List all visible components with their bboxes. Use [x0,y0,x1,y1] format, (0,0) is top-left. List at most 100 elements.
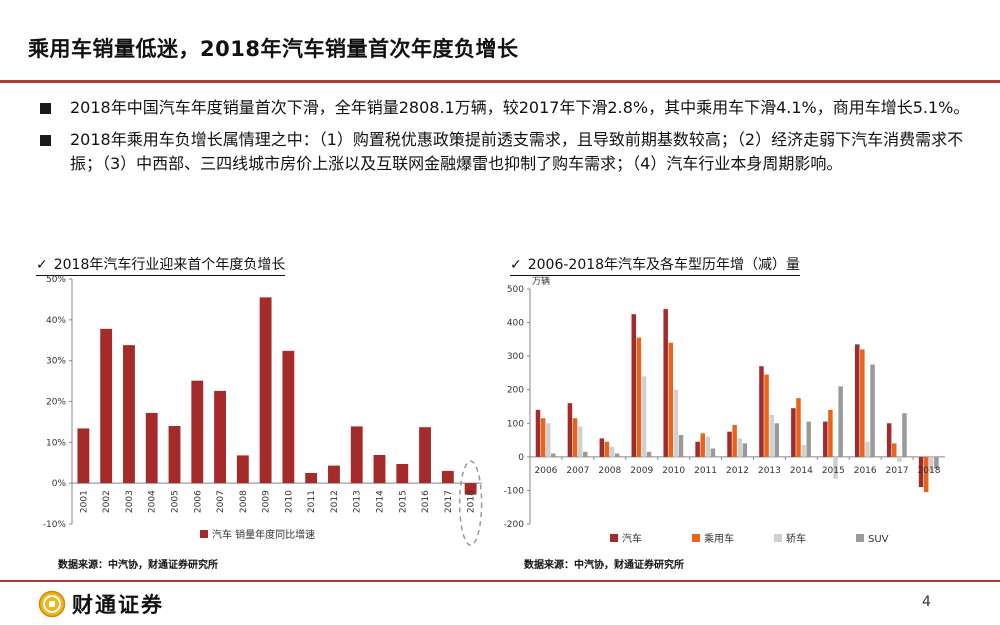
left-bar-2007 [214,390,226,484]
left-bar-2002 [100,328,113,484]
left-x-tick-label: 2009 [262,490,272,513]
right-legend-swatch [774,534,782,542]
right-bar-2014-SUV [806,421,811,457]
right-bar-2006-SUV [551,453,556,457]
check-icon: ✓ [510,257,522,273]
left-chart-title: ✓ 2018年汽车行业迎来首个年度负增长 [36,254,286,276]
right-x-tick-label: 2008 [598,466,621,476]
right-bar-2016-乘用车 [860,349,865,457]
right-bar-2014-汽车 [791,408,796,457]
right-bar-2015-轿车 [833,456,838,479]
right-bar-2013-乘用车 [764,374,769,457]
top-rule [0,80,1000,83]
right-bar-2007-SUV [582,451,588,457]
left-bar-2012 [328,465,340,484]
left-legend-label: 汽车 销量年度同比增速 [212,528,315,541]
right-bar-2016-SUV [870,364,875,457]
right-y-tick-label: 200 [507,386,524,396]
left-x-tick-label: 2018 [467,490,477,513]
right-x-tick-label: 2013 [758,466,781,476]
left-x-tick-label: 2008 [239,490,249,513]
right-source-note: 数据来源：中汽协，财通证券研究所 [524,560,684,571]
right-legend-label: SUV [868,534,889,545]
bullet-text: 2018年中国汽车年度销量首次下滑，全年销量2808.1万辆，较2017年下滑2… [70,98,970,117]
bullet-list: 2018年中国汽车年度销量首次下滑，全年销量2808.1万辆，较2017年下滑2… [40,96,970,184]
left-bar-2010 [282,350,295,484]
right-bar-2017-乘用车 [892,443,897,457]
left-bar-2008 [236,455,249,484]
left-x-tick-label: 2014 [376,490,386,513]
right-x-tick-label: 2010 [662,466,685,476]
right-bar-2012-乘用车 [732,424,737,457]
right-bar-2014-轿车 [801,445,806,457]
right-bar-2007-汽车 [567,403,573,457]
right-x-tick-label: 2016 [854,466,877,476]
left-x-tick-label: 2001 [79,490,89,513]
left-source-note: 数据来源：中汽协，财通证券研究所 [58,560,218,571]
highlight-2018-ellipse [458,460,483,546]
left-bar-2018 [464,483,477,495]
right-bar-2016-轿车 [865,441,870,457]
right-unit-label: 万辆 [532,275,550,287]
left-x-tick-label: 2002 [102,490,112,513]
square-bullet-icon [40,103,51,114]
left-bar-2004 [145,412,158,484]
left-bar-2003 [123,345,135,484]
right-bar-2017-SUV [902,413,907,457]
left-x-tick-label: 2011 [307,490,317,513]
left-x-tick-label: 2004 [148,490,158,513]
right-bar-2006-乘用车 [540,418,546,457]
left-bar-2015 [396,463,409,484]
right-x-tick-label: 2017 [886,466,909,476]
bullet-item: 2018年乘用车负增长属情理之中：（1）购置税优惠政策提前透支需求，且导致前期基… [40,128,970,176]
right-bar-2008-乘用车 [604,441,610,457]
right-bar-2006-轿车 [545,423,551,457]
right-legend-label: 乘用车 [704,532,734,545]
left-x-tick-label: 2017 [444,490,454,513]
logo-text: 财通证券 [72,593,164,617]
right-bar-2007-轿车 [577,426,583,457]
right-legend-label: 轿车 [786,532,806,545]
right-chart-title: ✓ 2006-2018年汽车及各车型历年增（减）量 [510,254,801,276]
left-x-tick-label: 2013 [353,490,363,513]
right-x-tick-label: 2018 [918,466,941,476]
left-x-tick-label: 2010 [284,490,294,513]
right-bar-2008-SUV [614,453,620,457]
right-bar-2010-SUV [678,435,684,457]
right-y-tick-label: 500 [507,285,524,295]
right-legend-swatch [692,534,700,542]
right-bar-2017-轿车 [897,456,902,462]
bullet-text: 2018年乘用车负增长属情理之中：（1）购置税优惠政策提前透支需求，且导致前期基… [70,130,964,173]
right-bar-2009-SUV [646,451,652,457]
right-x-tick-label: 2011 [694,466,717,476]
right-bar-2013-SUV [774,423,780,457]
coin-logo-icon [38,590,66,618]
right-bar-2008-汽车 [599,438,605,457]
company-logo: 财通证券 [38,589,164,619]
right-bar-2011-SUV [710,448,716,457]
page-number: 4 [922,594,931,610]
left-x-tick-label: 2006 [193,490,203,513]
left-x-tick-label: 2016 [421,490,431,513]
right-y-tick-label: -100 [504,486,525,496]
left-legend-swatch [200,530,208,538]
left-bar-2014 [373,454,386,484]
left-y-tick-label: -10% [43,520,67,530]
left-bar-2009 [259,297,272,484]
right-legend-label: 汽车 [622,532,642,545]
left-y-tick-label: 40% [46,316,66,326]
right-x-tick-label: 2009 [630,466,653,476]
right-bar-2010-乘用车 [668,342,674,457]
right-x-tick-label: 2014 [790,466,813,476]
right-bar-2011-乘用车 [700,433,705,457]
right-bar-2016-汽车 [854,344,860,457]
right-bar-2009-汽车 [631,314,637,457]
left-x-tick-label: 2003 [125,490,135,513]
right-y-tick-label: -200 [504,520,525,530]
right-bar-2018-汽车 [918,456,924,488]
right-bar-2009-轿车 [641,376,647,457]
square-bullet-icon [40,135,51,146]
right-x-tick-label: 2007 [566,466,589,476]
left-y-tick-label: 20% [46,398,66,408]
